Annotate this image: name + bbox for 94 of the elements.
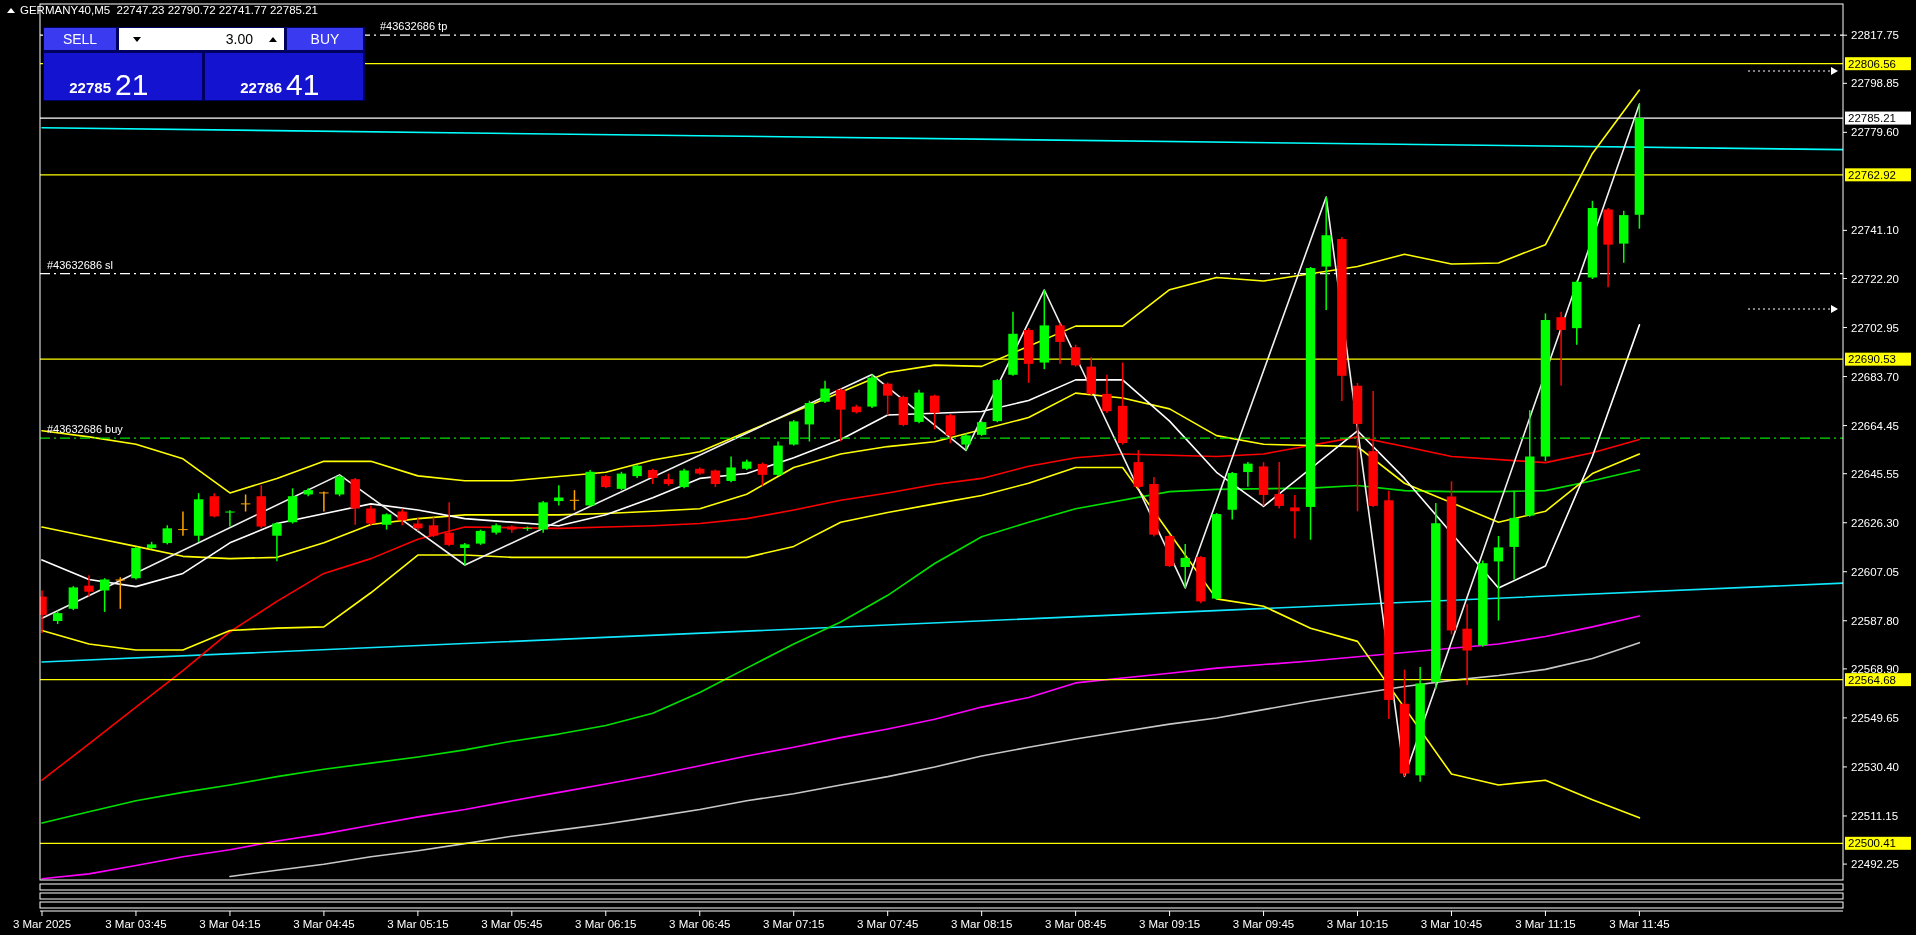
- annotation: 3.00: [225, 31, 254, 47]
- candlestick: [929, 393, 940, 431]
- ref-line-label: 22785.21: [1848, 112, 1896, 125]
- annotation: 22785: [69, 79, 111, 96]
- x-tick-label: 3 Mar 2025: [12, 918, 72, 930]
- x-tick-label: 3 Mar 11:15: [1515, 918, 1576, 930]
- candlestick: [366, 504, 376, 527]
- y-tick-label: 22702.95: [1851, 321, 1899, 334]
- y-tick-label: 22530.40: [1851, 760, 1899, 773]
- x-tick-label: 3 Mar 08:15: [950, 918, 1013, 930]
- candlestick: [1243, 461, 1253, 488]
- y-tick-label: 22587.80: [1851, 614, 1899, 627]
- line-series: [41, 392, 1641, 560]
- candlestick: [1102, 374, 1112, 414]
- candlestick: [162, 524, 172, 546]
- x-tick-label: 3 Mar 09:15: [1138, 918, 1201, 930]
- candlestick: [84, 574, 94, 598]
- candlestick: [319, 490, 329, 513]
- y-tick-label: 22722.20: [1851, 272, 1899, 285]
- x-tick-label: 3 Mar 11:45: [1609, 918, 1670, 930]
- y-tick-label: 22683.70: [1851, 370, 1899, 383]
- ref-line-label: #43632686 sl: [47, 258, 114, 271]
- ref-line-label: 22806.56: [1848, 57, 1896, 70]
- x-tick-label: 3 Mar 06:45: [669, 918, 731, 930]
- candlestick: [1070, 343, 1081, 368]
- y-tick-label: 22798.85: [1851, 77, 1899, 90]
- annotation: 41: [286, 68, 320, 101]
- candlestick: [1055, 322, 1065, 365]
- candlestick: [804, 400, 815, 443]
- annotation: 22786: [240, 79, 282, 96]
- y-tick-label: 22607.05: [1851, 565, 1899, 578]
- candlestick: [679, 467, 689, 490]
- x-tick-label: 3 Mar 07:15: [763, 918, 825, 930]
- candlestick: [428, 516, 439, 538]
- x-tick-label: 3 Mar 05:15: [387, 918, 449, 930]
- candlestick: [1180, 543, 1190, 589]
- y-tick-label: 22549.65: [1851, 711, 1899, 724]
- candlestick: [68, 585, 79, 611]
- ref-line-label: 22762.92: [1848, 168, 1896, 181]
- x-tick-label: 3 Mar 06:15: [575, 918, 637, 930]
- ref-line-label: 22690.53: [1848, 353, 1896, 366]
- candlestick: [334, 474, 345, 497]
- candlestick: [726, 455, 736, 483]
- candlestick: [209, 492, 219, 519]
- candlestick: [882, 381, 893, 417]
- ref-line-label: 22500.41: [1848, 837, 1896, 850]
- x-tick-label: 3 Mar 08:45: [1044, 918, 1107, 930]
- x-tick-label: 3 Mar 10:45: [1420, 918, 1483, 930]
- candlestick: [1290, 494, 1300, 540]
- y-tick-label: 22626.30: [1851, 516, 1899, 529]
- x-tick-label: 3 Mar 07:45: [857, 918, 919, 930]
- candlestick: [757, 461, 768, 487]
- x-tick-label: 3 Mar 09:45: [1232, 918, 1295, 930]
- ref-line-label: #43632686 tp: [380, 20, 448, 33]
- candlestick: [820, 379, 830, 404]
- candlestick: [1556, 311, 1566, 387]
- line-series: [41, 615, 1641, 880]
- x-tick-label: 3 Mar 03:45: [105, 918, 167, 930]
- candlestick: [507, 524, 517, 534]
- y-tick-label: 22492.25: [1851, 858, 1899, 871]
- ref-line-label: 22564.68: [1848, 673, 1896, 686]
- candlestick: [178, 510, 188, 537]
- y-tick-label: 22568.90: [1851, 662, 1899, 675]
- x-tick-label: 3 Mar 04:45: [293, 918, 355, 930]
- candlestick: [789, 419, 799, 447]
- y-tick-label: 22664.45: [1851, 419, 1899, 432]
- chart-title: GERMANY40,M5 22747.23 22790.72 22741.77 22785.21: [20, 4, 318, 16]
- candlestick: [115, 576, 125, 610]
- candlestick: [1274, 461, 1284, 510]
- candlestick: [1462, 603, 1472, 686]
- candlestick: [444, 501, 454, 547]
- y-tick-label: 22779.60: [1851, 126, 1899, 139]
- annotation: BUY: [310, 31, 341, 47]
- annotation: 21: [115, 68, 149, 101]
- candlestick: [569, 489, 580, 511]
- y-tick-label: 22741.10: [1851, 224, 1899, 237]
- y-tick-label: 22817.75: [1851, 29, 1899, 42]
- candlestick: [554, 484, 564, 507]
- y-tick-label: 22511.15: [1851, 809, 1899, 822]
- x-tick-label: 3 Mar 10:15: [1326, 918, 1389, 930]
- candlestick: [460, 542, 470, 566]
- ref-line-label: #43632686 buy: [47, 423, 124, 436]
- x-tick-label: 3 Mar 05:45: [481, 918, 543, 930]
- candlestick: [272, 521, 282, 562]
- candlestick: [225, 509, 235, 528]
- candlestick: [413, 516, 423, 532]
- candlestick: [836, 387, 846, 443]
- candlestick: [945, 413, 956, 445]
- candlestick: [1493, 535, 1504, 622]
- candlestick: [616, 471, 627, 491]
- y-tick-label: 22645.55: [1851, 467, 1899, 480]
- line-series: [229, 641, 1641, 878]
- x-tick-label: 3 Mar 04:15: [199, 918, 261, 930]
- annotation: SELL: [62, 31, 98, 47]
